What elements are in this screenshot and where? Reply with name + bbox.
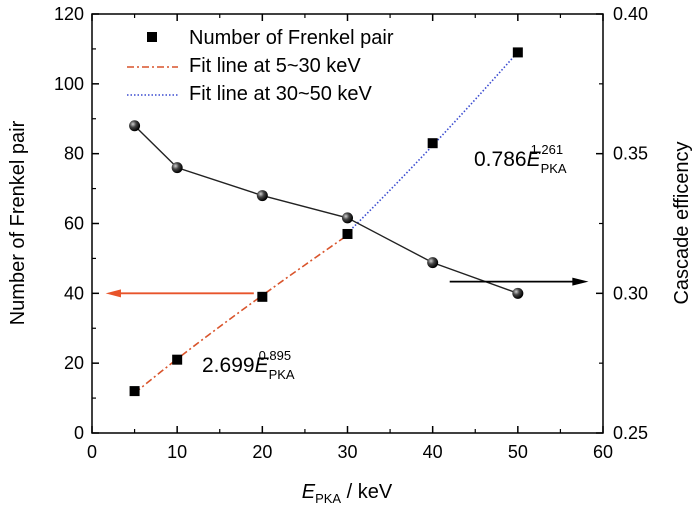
yl-tick-label: 120 — [54, 4, 84, 24]
legend-label-fit2: Fit line at 30~50 keV — [189, 83, 373, 105]
legend: Number of Frenkel pair Fit line at 5~30 … — [127, 27, 394, 105]
fit1-coef: 2.699 — [202, 354, 255, 377]
x-tick-label: 40 — [423, 442, 443, 462]
frenkel-point — [172, 354, 183, 365]
x-tick-label: 10 — [167, 442, 187, 462]
fit2-sup: 1.261 — [531, 142, 564, 157]
efficiency-series — [129, 120, 524, 299]
yl-tick-label: 60 — [64, 214, 84, 234]
fit-lines — [134, 51, 519, 394]
x-tick-label: 60 — [593, 442, 613, 462]
legend-marker-frenkel — [147, 32, 157, 42]
fit1-equation: 2.699EPKA 0.895 — [202, 348, 295, 382]
x-axis-title-main: E — [302, 481, 316, 503]
fit2-var: E — [527, 148, 542, 171]
fit1-sup: 0.895 — [259, 348, 292, 363]
yl-tick-label: 40 — [64, 283, 84, 303]
fit1-var: E — [255, 354, 270, 377]
x-tick-label: 30 — [337, 442, 357, 462]
yl-tick-label: 20 — [64, 353, 84, 373]
efficiency-point — [342, 212, 353, 224]
frenkel-point — [257, 291, 268, 302]
left-y-axis-title: Number of Frenkel pair — [7, 120, 29, 325]
fit2-coef: 0.786 — [474, 148, 527, 171]
legend-label-fit1: Fit line at 5~30 keV — [189, 55, 361, 77]
x-axis-title: EPKA / keV — [302, 481, 393, 506]
yr-tick-label: 0.25 — [613, 423, 648, 443]
yr-tick-label: 0.40 — [613, 4, 648, 24]
frenkel-point — [342, 228, 353, 239]
efficiency-point — [129, 120, 141, 132]
efficiency-point — [171, 162, 183, 174]
x-axis-title-tail: / keV — [341, 481, 393, 503]
frenkel-point — [129, 386, 140, 397]
x-tick-label: 0 — [87, 442, 97, 462]
indicator-arrows — [105, 277, 589, 298]
yl-tick-label: 100 — [54, 74, 84, 94]
right-y-axis-ticks: 0.25 0.30 0.35 0.40 — [596, 4, 648, 443]
frenkel-series — [129, 47, 523, 397]
efficiency-point — [427, 257, 439, 269]
right-y-axis-title: Cascade efficency — [671, 141, 693, 304]
frenkel-point — [427, 138, 438, 149]
x-axis-title-sub: PKA — [315, 491, 341, 506]
fit-line-5-30 — [134, 234, 348, 394]
yr-tick-label: 0.35 — [613, 144, 648, 164]
efficiency-point — [256, 190, 268, 202]
x-tick-label: 20 — [252, 442, 272, 462]
yl-tick-label: 80 — [64, 144, 84, 164]
x-tick-label: 50 — [508, 442, 528, 462]
x-axis-ticks: 0 10 20 30 40 50 60 — [87, 14, 613, 462]
yl-tick-label: 0 — [74, 423, 84, 443]
fit1-sub: PKA — [269, 367, 295, 382]
fit2-equation: 0.786EPKA 1.261 — [474, 142, 567, 176]
yr-tick-label: 0.30 — [613, 283, 648, 303]
fit2-sub: PKA — [541, 161, 567, 176]
frenkel-point — [512, 47, 523, 58]
left-y-axis-ticks: 0 20 40 60 80 100 120 — [54, 4, 99, 443]
efficiency-line — [134, 125, 519, 294]
arrow-to-right-axis-head — [572, 277, 589, 286]
arrow-to-left-axis-head — [105, 289, 121, 298]
legend-label-frenkel: Number of Frenkel pair — [189, 27, 394, 49]
efficiency-point — [512, 287, 524, 299]
